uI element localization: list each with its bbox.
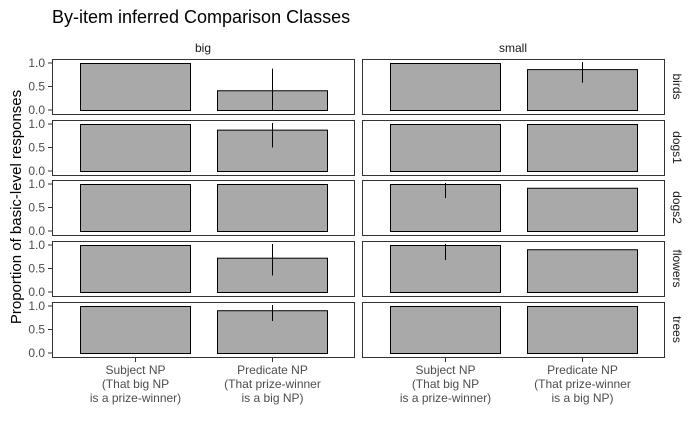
y-tick-label-birds-1.0: 1.0 [28, 56, 45, 70]
panel-frame-flowers-small [362, 241, 665, 297]
panel-frame-dogs1-small [362, 120, 665, 176]
bar-dogs1-small-1 [527, 124, 638, 172]
y-axis-label: Proportion of basic-level responses [8, 90, 25, 324]
x-tick-label-big-1-line1: (That prize-winner [224, 377, 321, 391]
y-tick-label-birds-0.0: 0.0 [28, 103, 45, 117]
bar-trees-big-0 [80, 306, 191, 354]
panel-frame-dogs1-big [52, 120, 355, 176]
y-tick-label-birds-0.5: 0.5 [28, 80, 45, 94]
facet-row-label-trees: trees [670, 316, 684, 343]
x-tick-label-big-0-line2: is a prize-winner) [90, 391, 181, 405]
facet-col-label-small: small [499, 41, 527, 55]
y-tick-label-flowers-1.0: 1.0 [28, 238, 45, 252]
x-tick-label-big-1-line2: is a big NP) [241, 391, 303, 405]
x-tick-label-small-1-line2: is a big NP) [551, 391, 613, 405]
x-tick-label-big-0-line0: Subject NP [105, 363, 165, 377]
chart-title: By-item inferred Comparison Classes [52, 7, 350, 27]
bar-birds-big-0 [80, 63, 191, 111]
bar-dogs1-big-0 [80, 124, 191, 172]
y-tick-label-flowers-0.5: 0.5 [28, 262, 45, 276]
x-tick-label-small-1-line0: Predicate NP [547, 363, 618, 377]
bar-trees-small-0 [390, 306, 501, 354]
panel-frame-trees-small [362, 302, 665, 358]
y-tick-label-dogs1-1.0: 1.0 [28, 117, 45, 131]
y-tick-label-dogs1-0.0: 0.0 [28, 164, 45, 178]
facet-row-label-dogs1: dogs1 [670, 131, 684, 164]
bar-dogs2-big-0 [80, 184, 191, 232]
panel-frame-birds-big [52, 59, 355, 115]
x-tick-label-small-1-line1: (That prize-winner [534, 377, 631, 391]
y-tick-label-dogs2-0.5: 0.5 [28, 201, 45, 215]
y-tick-label-dogs2-0.0: 0.0 [28, 224, 45, 238]
facet-row-label-flowers: flowers [670, 249, 684, 287]
facet-row-label-birds: birds [670, 73, 684, 99]
facet-col-label-big: big [195, 41, 211, 55]
y-tick-label-trees-0.5: 0.5 [28, 323, 45, 337]
plot-area: big small birds dogs1 dogs2 flowers trees 0.0 0.… [28, 41, 684, 405]
bar-flowers-big-0 [80, 245, 191, 293]
x-tick-label-big-1-line0: Predicate NP [237, 363, 308, 377]
facet-row-label-dogs2: dogs2 [670, 191, 684, 224]
y-tick-label-dogs2-1.0: 1.0 [28, 177, 45, 191]
panel-frame-trees-big [52, 302, 355, 358]
y-tick-label-flowers-0.0: 0.0 [28, 285, 45, 299]
bar-birds-small-0 [390, 63, 501, 111]
panel-frame-flowers-big [52, 241, 355, 297]
x-tick-label-small-0-line2: is a prize-winner) [400, 391, 491, 405]
bar-trees-small-1 [527, 306, 638, 354]
bar-dogs1-small-0 [390, 124, 501, 172]
y-tick-label-dogs1-0.5: 0.5 [28, 141, 45, 155]
bar-dogs2-big-1 [217, 184, 328, 232]
x-tick-label-small-0-line0: Subject NP [415, 363, 475, 377]
panel-frame-dogs2-big [52, 180, 355, 236]
x-tick-label-small-0-line1: (That big NP [412, 377, 479, 391]
y-tick-label-trees-0.0: 0.0 [28, 346, 45, 360]
bar-flowers-small-1 [527, 249, 638, 293]
y-tick-label-trees-1.0: 1.0 [28, 299, 45, 313]
x-tick-label-big-0-line1: (That big NP [102, 377, 169, 391]
panel-frame-dogs2-small [362, 180, 665, 236]
bar-dogs2-small-1 [527, 187, 638, 232]
panel-frame-birds-small [362, 59, 665, 115]
